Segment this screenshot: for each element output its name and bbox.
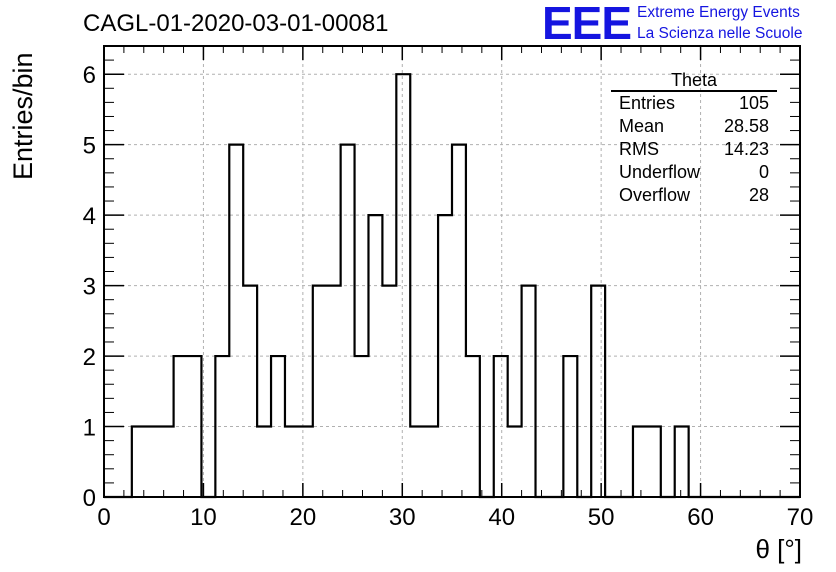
stats-value: 14.23 <box>723 139 769 159</box>
x-tick-label: 20 <box>290 504 317 531</box>
y-tick-label: 2 <box>83 344 96 371</box>
x-tick-label: 10 <box>190 504 217 531</box>
stats-title: Theta <box>611 70 777 92</box>
x-tick-label: 60 <box>687 504 714 531</box>
y-tick-label: 4 <box>83 203 96 230</box>
stats-label: Entries <box>619 93 676 113</box>
tick-labels: 0 10 20 30 40 50 60 70 0 1 2 3 4 5 6 <box>83 62 814 531</box>
eee-caption: Extreme Energy Events La Scienza nelle S… <box>637 2 802 44</box>
y-tick-label: 1 <box>83 415 96 442</box>
stats-label: Mean <box>619 116 665 136</box>
eee-caption-line2: La Scienza nelle Scuole <box>637 25 803 42</box>
stats-value: 28.58 <box>723 116 769 136</box>
y-tick-label: 6 <box>83 62 96 89</box>
stats-box: Theta Entries 105 Mean 28.58 RMS 14.23 Unde… <box>611 70 777 207</box>
stats-row: Underflow 0 <box>611 161 777 184</box>
y-tick-label: 3 <box>83 274 96 301</box>
stats-value: 28 <box>748 185 769 205</box>
stats-row: Entries 105 <box>611 92 777 115</box>
stats-row: Overflow 28 <box>611 184 777 207</box>
histogram-line <box>104 73 800 499</box>
eee-logo-icon: EEE <box>542 0 632 49</box>
stats-label: Underflow <box>619 162 701 182</box>
stats-value: 0 <box>758 162 769 182</box>
x-tick-label: 40 <box>488 504 515 531</box>
x-tick-label: 30 <box>389 504 416 531</box>
stats-label: Overflow <box>619 185 691 205</box>
chart-title: CAGL-01-2020-03-01-00081 <box>83 10 389 37</box>
eee-caption-line1: Extreme Energy Events <box>637 4 800 21</box>
stats-label: RMS <box>619 139 659 159</box>
y-axis-label: Entries/bin <box>8 52 38 180</box>
x-tick-label: 70 <box>787 504 814 531</box>
x-axis-label: θ [°] <box>755 534 802 564</box>
x-tick-label: 50 <box>588 504 615 531</box>
stats-row: RMS 14.23 <box>611 138 777 161</box>
y-tick-label: 5 <box>83 133 96 160</box>
y-tick-label: 0 <box>83 485 96 512</box>
axis-ticks <box>103 46 801 498</box>
x-tick-label: 0 <box>97 504 110 531</box>
stats-value: 105 <box>738 93 769 113</box>
stats-row: Mean 28.58 <box>611 115 777 138</box>
